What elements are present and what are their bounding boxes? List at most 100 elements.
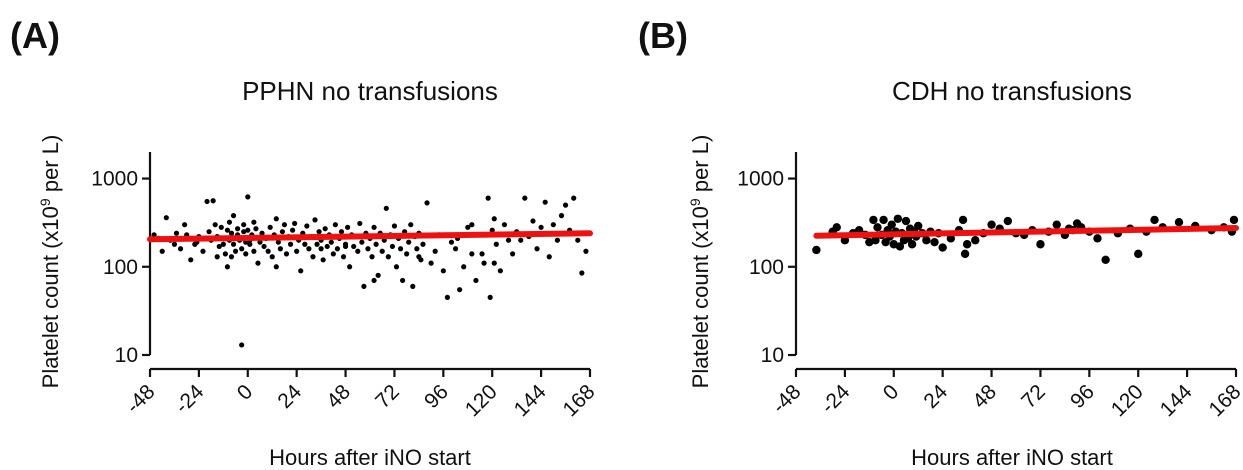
data-point — [432, 248, 438, 254]
data-point — [151, 232, 157, 238]
data-point — [273, 264, 279, 270]
data-point — [893, 214, 903, 223]
data-point — [289, 227, 296, 233]
x-tick-label: 24 — [919, 380, 952, 413]
data-point — [399, 277, 406, 284]
data-point — [255, 260, 261, 266]
data-point — [245, 227, 251, 233]
data-point — [971, 236, 980, 245]
data-point — [479, 251, 485, 257]
data-point — [414, 246, 420, 252]
data-point — [491, 260, 497, 266]
data-point — [958, 215, 968, 225]
data-point — [562, 202, 569, 208]
data-point — [267, 224, 273, 230]
data-point — [406, 239, 412, 245]
data-point — [379, 248, 385, 254]
data-point — [204, 198, 210, 205]
x-tick-label: 144 — [1156, 380, 1197, 421]
data-point — [239, 246, 245, 252]
data-point — [546, 254, 552, 260]
data-point — [371, 224, 377, 230]
data-point — [583, 248, 589, 254]
data-point — [1003, 216, 1013, 226]
data-point — [369, 254, 375, 260]
data-point — [408, 222, 414, 228]
data-point — [269, 254, 275, 260]
data-point — [314, 241, 320, 247]
data-point — [251, 219, 257, 225]
data-point — [473, 277, 479, 284]
data-point — [344, 224, 351, 230]
data-point — [383, 205, 389, 211]
y-tick-label: 10 — [115, 344, 138, 367]
data-point — [259, 230, 265, 236]
data-point — [428, 260, 434, 266]
data-point — [404, 251, 410, 257]
data-point — [538, 224, 544, 230]
data-point — [245, 194, 251, 200]
data-point — [173, 230, 180, 236]
x-tick-label: -48 — [768, 380, 806, 418]
data-point — [224, 227, 231, 233]
data-point — [420, 241, 426, 247]
data-point — [554, 237, 561, 243]
data-point — [292, 220, 298, 227]
data-point — [879, 215, 888, 225]
data-point — [907, 240, 917, 249]
data-point — [571, 195, 577, 201]
data-point — [375, 272, 381, 278]
data-point — [871, 236, 880, 245]
fit-line — [147, 230, 593, 243]
data-point — [1052, 220, 1061, 229]
data-point — [224, 264, 231, 270]
data-point — [312, 217, 318, 223]
data-point — [281, 222, 288, 228]
data-point — [489, 227, 495, 233]
data-point — [930, 237, 939, 247]
data-point — [212, 222, 218, 228]
data-point — [277, 246, 283, 252]
y-axis-label: Platelet count (x109 per L) — [687, 135, 713, 389]
data-point — [171, 241, 178, 247]
data-point — [253, 226, 259, 232]
data-point — [283, 251, 290, 257]
x-tick-label: 144 — [510, 380, 551, 421]
data-point — [340, 254, 347, 260]
data-point — [332, 222, 338, 228]
data-point — [347, 264, 353, 270]
data-point — [371, 277, 377, 284]
x-tick-label: 24 — [273, 380, 306, 413]
x-tick-label: 96 — [420, 380, 453, 413]
data-point — [469, 222, 475, 228]
data-point — [228, 230, 235, 236]
data-point — [491, 216, 497, 222]
chart-title: CDH no transfusions — [892, 76, 1132, 106]
data-point — [200, 248, 206, 254]
data-point — [324, 243, 330, 250]
data-point — [243, 251, 249, 257]
data-point — [210, 198, 216, 204]
data-point — [328, 239, 334, 245]
data-point — [1150, 215, 1159, 225]
data-point — [938, 243, 947, 252]
data-point — [257, 239, 263, 245]
data-point — [310, 254, 316, 260]
panel-label: (A) — [10, 15, 60, 56]
data-point — [887, 220, 896, 229]
data-point — [251, 248, 257, 254]
data-point — [914, 221, 923, 231]
data-point — [469, 251, 475, 257]
x-tick-label: 96 — [1066, 380, 1099, 413]
x-axis-label: Hours after iNO start — [911, 445, 1113, 470]
data-point — [509, 251, 516, 257]
data-point — [234, 226, 241, 232]
data-point — [389, 243, 396, 250]
y-axis-label: Platelet count (x109 per L) — [37, 135, 63, 389]
data-point — [361, 283, 367, 289]
data-point — [457, 287, 463, 293]
data-point — [465, 224, 471, 230]
panel-b: (B) CDH no transfusions 10 100 1000 -48 -24 0 24… — [638, 15, 1243, 470]
data-point — [287, 241, 294, 247]
